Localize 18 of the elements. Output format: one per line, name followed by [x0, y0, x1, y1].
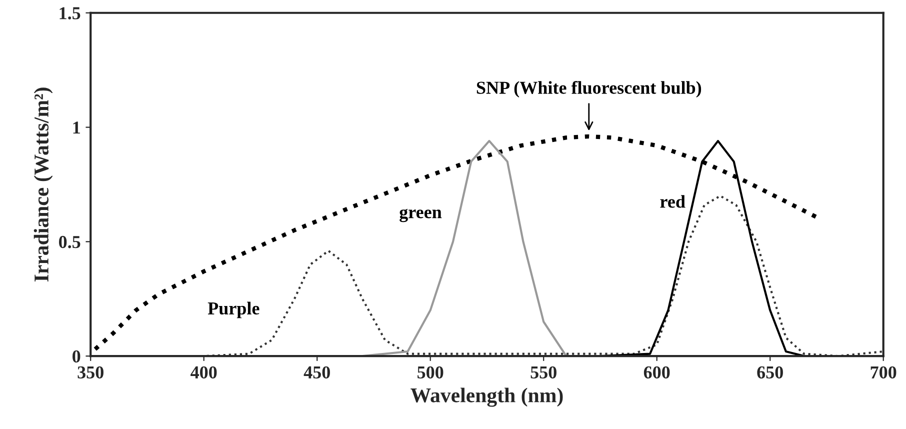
x-tick-label: 650: [757, 366, 783, 378]
y-tick-label: 1.5: [60, 7, 80, 20]
x-tick-label: 500: [418, 366, 444, 378]
series-label: red: [660, 195, 686, 208]
x-tick-label: 600: [644, 366, 670, 378]
series-label: Purple: [208, 302, 260, 318]
y-tick-label: 0.5: [58, 236, 80, 248]
series-label: green: [400, 208, 442, 222]
x-tick-label: 700: [870, 366, 896, 378]
x-tick-label: 550: [530, 366, 556, 378]
x-tick-label: 350: [78, 366, 104, 378]
text: SNP (White fluorescent bulb): [476, 80, 702, 98]
x-axis-title: Wavelength (nm): [410, 388, 563, 407]
x-tick-label: 450: [304, 366, 330, 378]
y-tick-label: 0: [72, 350, 80, 363]
x-tick-label: 400: [190, 366, 217, 378]
y-tick-label: 1: [73, 122, 80, 134]
y-axis-title: Irradiance (Watts/m²): [34, 88, 53, 282]
